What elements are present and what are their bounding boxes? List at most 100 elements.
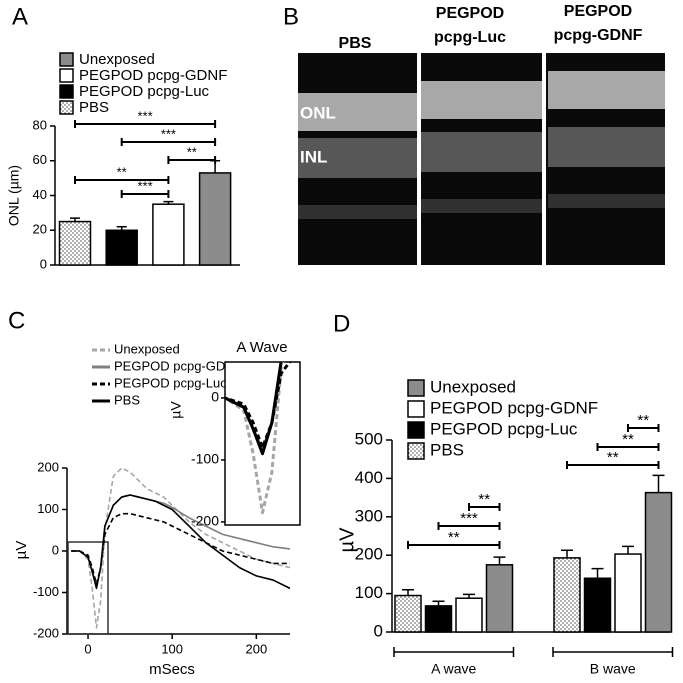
series-line bbox=[225, 362, 284, 515]
inset-title: A Wave bbox=[236, 339, 287, 356]
bar bbox=[58, 220, 92, 266]
inset-plot bbox=[225, 362, 292, 515]
panel-label: B bbox=[283, 3, 299, 30]
significance-bracket bbox=[407, 541, 501, 549]
significance-bracket bbox=[566, 461, 660, 469]
layer-label: ONL bbox=[300, 103, 336, 122]
y-tick-label: 300 bbox=[355, 506, 383, 525]
legend-swatch bbox=[59, 52, 74, 67]
series-line bbox=[225, 362, 292, 450]
bar bbox=[553, 557, 581, 633]
error-bar bbox=[402, 589, 414, 596]
column-label: PEGPOD pcpg-GDNF bbox=[553, 3, 643, 44]
series-line bbox=[71, 494, 291, 590]
y-tick-label: -200 bbox=[33, 625, 59, 640]
significance-bracket bbox=[627, 424, 660, 432]
significance-label: ** bbox=[187, 144, 197, 159]
significance-bracket bbox=[596, 443, 660, 451]
bar bbox=[424, 605, 453, 633]
panel-label: C bbox=[8, 307, 25, 334]
significance-label: ** bbox=[622, 431, 634, 448]
significance-bracket bbox=[74, 176, 170, 184]
significance-label: ** bbox=[448, 529, 460, 546]
y-axis-title: ONL (µm) bbox=[6, 165, 22, 226]
x-tick-label: A wave bbox=[431, 661, 476, 677]
error-bar bbox=[432, 600, 445, 606]
significance-label: ** bbox=[117, 164, 127, 179]
inset-y-tick-label: -100 bbox=[191, 451, 219, 467]
series-line bbox=[225, 362, 283, 456]
legend-swatch bbox=[407, 400, 425, 418]
legend-label: Unexposed bbox=[430, 377, 516, 396]
significance-label: *** bbox=[137, 178, 152, 193]
bar bbox=[455, 597, 483, 633]
error-bar bbox=[591, 567, 604, 579]
legend-label: Unexposed bbox=[114, 341, 180, 356]
legend-label: PEGPOD pcpg-Luc bbox=[114, 375, 227, 390]
legend-label: PEGPOD pcpg-Luc bbox=[79, 83, 210, 100]
bar bbox=[105, 229, 138, 266]
y-tick-label: 40 bbox=[33, 187, 47, 202]
y-tick-label: 20 bbox=[33, 222, 47, 237]
significance-bracket bbox=[74, 120, 217, 128]
divider bbox=[417, 53, 421, 265]
error-bar bbox=[652, 474, 665, 493]
y-tick-label: 200 bbox=[37, 459, 59, 474]
significance-label: ** bbox=[478, 491, 490, 508]
column-label: PBS bbox=[338, 35, 372, 52]
y-tick-label: 100 bbox=[37, 501, 59, 516]
legend-swatch bbox=[407, 379, 425, 397]
y-axis-title: µV bbox=[13, 541, 30, 560]
series-line bbox=[71, 467, 291, 629]
bar bbox=[485, 564, 514, 633]
inset-y-tick-label: 0 bbox=[211, 389, 219, 405]
legend-swatch bbox=[407, 442, 425, 460]
y-tick-label: 0 bbox=[52, 542, 59, 557]
bar bbox=[644, 491, 673, 633]
legend-swatch bbox=[407, 421, 425, 439]
y-tick-label: 0 bbox=[374, 621, 383, 640]
significance-label: *** bbox=[460, 510, 478, 527]
significance-bracket bbox=[167, 156, 217, 164]
legend-label: PEGPOD pcpg-GDNF bbox=[79, 67, 227, 84]
significance-bracket bbox=[437, 522, 501, 530]
significance-bracket bbox=[120, 138, 217, 146]
legend-label: PBS bbox=[430, 440, 464, 459]
bar bbox=[198, 172, 232, 266]
y-tick-label: 80 bbox=[33, 117, 47, 132]
bar bbox=[394, 594, 422, 633]
significance-label: ** bbox=[607, 449, 619, 466]
error-bar bbox=[493, 556, 506, 565]
x-axis-title: mSecs bbox=[149, 661, 195, 678]
panel-label: D bbox=[333, 310, 350, 337]
series-line bbox=[71, 512, 290, 585]
y-tick-label: -100 bbox=[33, 584, 59, 599]
layer-label: INL bbox=[300, 147, 327, 166]
category-bracket bbox=[552, 647, 674, 657]
y-tick-label: 100 bbox=[355, 583, 383, 602]
bar bbox=[152, 203, 185, 266]
panel-label: A bbox=[12, 3, 28, 30]
x-tick-label: 0 bbox=[84, 641, 91, 656]
legend-swatch bbox=[59, 100, 74, 115]
inset-y-title: µV bbox=[168, 401, 184, 419]
divider bbox=[542, 53, 546, 265]
error-bar bbox=[561, 549, 573, 558]
category-bracket bbox=[393, 647, 515, 657]
y-axis-title: µV bbox=[336, 527, 358, 553]
bar bbox=[583, 577, 612, 633]
column-label: PEGPOD pcpg-Luc bbox=[434, 5, 506, 46]
legend-label: Unexposed bbox=[79, 51, 155, 68]
legend-label: PEGPOD pcpg-Luc bbox=[430, 419, 578, 438]
bar bbox=[614, 553, 642, 633]
texture bbox=[298, 53, 665, 265]
inset-y-tick-label: -200 bbox=[191, 513, 219, 529]
legend-label: PBS bbox=[114, 392, 140, 407]
y-tick-label: 0 bbox=[40, 256, 47, 271]
y-tick-label: 500 bbox=[355, 429, 383, 448]
zoom-box bbox=[67, 541, 109, 635]
legend-swatch bbox=[59, 84, 74, 99]
y-tick-label: 200 bbox=[355, 545, 383, 564]
legend-label: PEGPOD pcpg-GDNF bbox=[430, 398, 598, 417]
